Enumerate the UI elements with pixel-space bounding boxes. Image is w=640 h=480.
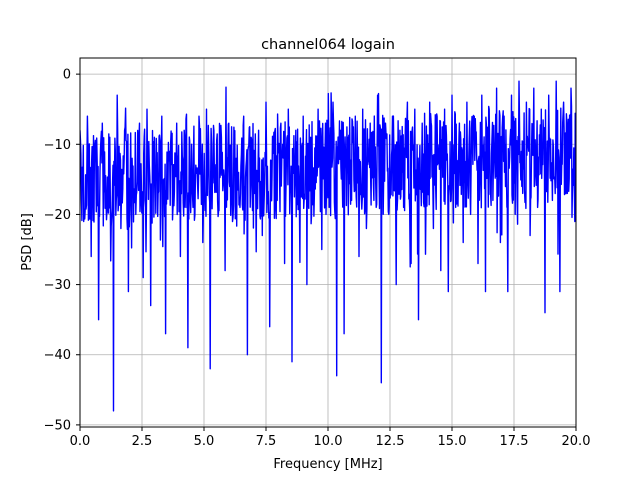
psd-series-line	[80, 80, 576, 412]
x-tick-label: 2.5	[132, 434, 153, 449]
y-tick-label: −10	[44, 138, 71, 153]
x-axis-label: Frequency [MHz]	[273, 457, 382, 472]
y-tick-label: −40	[44, 348, 71, 363]
y-axis-label: PSD [dB]	[20, 213, 35, 271]
x-tick-label: 20.0	[562, 434, 591, 449]
x-axis-ticks: 0.0 2.5 5.0 7.5 10.0 12.5 15.0 17.5 20.0	[70, 427, 591, 449]
chart-title: channel064 logain	[261, 37, 395, 53]
x-tick-label: 0.0	[70, 434, 91, 449]
x-tick-label: 12.5	[376, 434, 405, 449]
x-tick-label: 17.5	[500, 434, 529, 449]
plot-area	[80, 80, 576, 412]
x-tick-label: 15.0	[438, 434, 467, 449]
x-tick-label: 10.0	[314, 434, 343, 449]
y-tick-label: −50	[44, 418, 71, 433]
y-tick-label: −20	[44, 208, 71, 223]
y-tick-label: 0	[63, 68, 71, 83]
y-tick-label: −30	[44, 278, 71, 293]
x-tick-label: 7.5	[256, 434, 277, 449]
y-axis-ticks: 0 −10 −20 −30 −40 −50	[44, 68, 80, 433]
x-tick-label: 5.0	[194, 434, 215, 449]
